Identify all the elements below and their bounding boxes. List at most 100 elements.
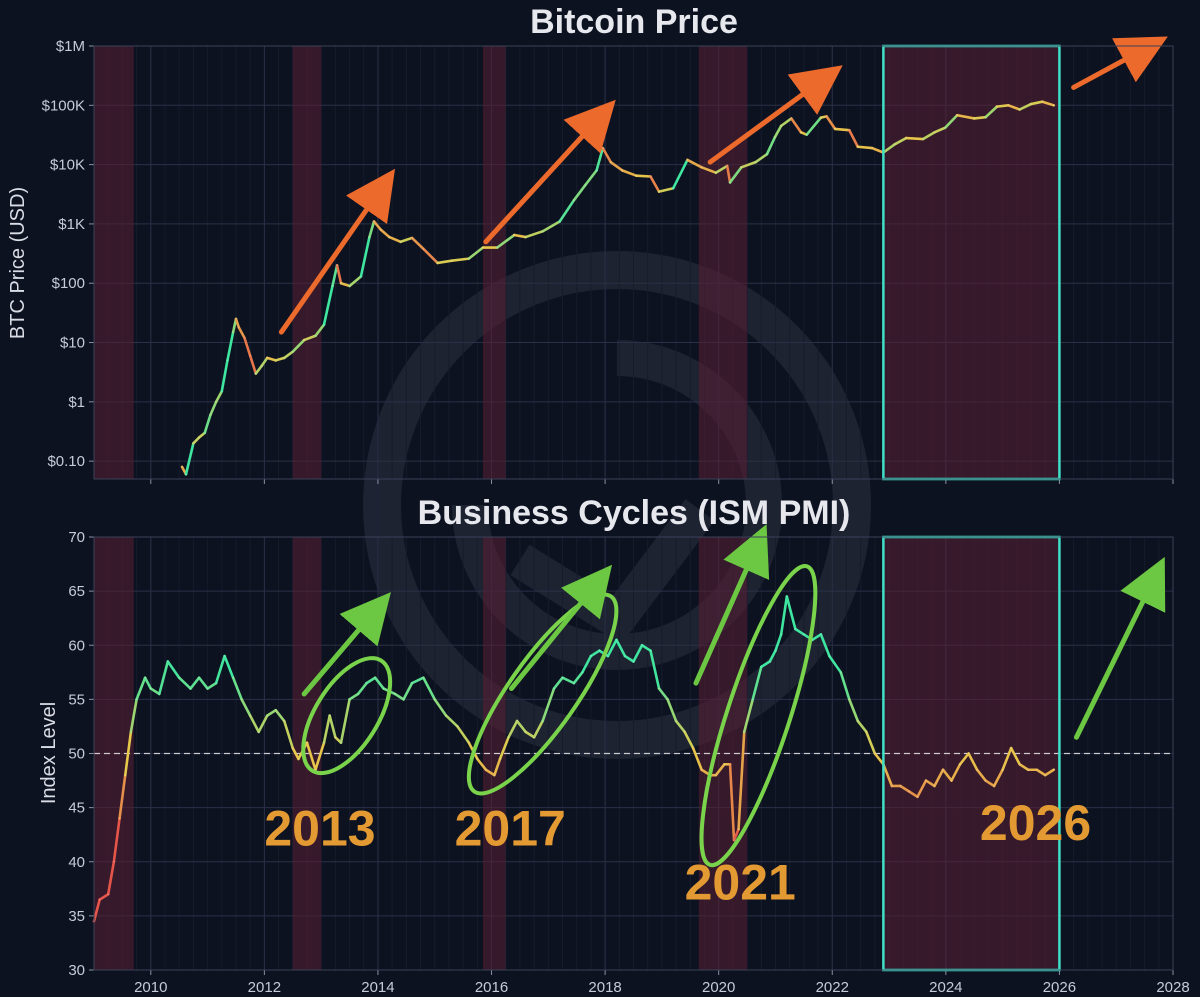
data-point: [641, 644, 643, 647]
data-point: [553, 687, 555, 690]
pmi-trend-arrows: [301, 524, 1166, 740]
data-point: [323, 323, 325, 326]
data-point: [98, 898, 101, 901]
bitcoin-chart-title: Bitcoin Price: [530, 3, 738, 41]
data-point: [181, 465, 183, 468]
line-segment: [524, 230, 544, 239]
trend-arrow: [693, 524, 770, 686]
line-segment: [773, 124, 783, 139]
line-segment: [728, 166, 743, 184]
data-point: [1035, 768, 1038, 771]
line-segment: [532, 719, 544, 739]
line-segment: [177, 676, 192, 690]
line-segment: [206, 681, 218, 690]
data-point: [220, 390, 223, 393]
x-tick-label: 2022: [816, 979, 849, 996]
data-point: [825, 115, 828, 118]
data-point: [624, 655, 626, 657]
line-segment: [882, 763, 894, 788]
data-point: [780, 124, 783, 127]
data-point: [112, 860, 115, 863]
line-segment: [899, 784, 911, 793]
y-tick-label: $1M: [56, 38, 85, 55]
data-point: [496, 246, 499, 249]
line-segment: [189, 676, 201, 690]
line-segment: [870, 146, 885, 154]
data-point: [365, 682, 368, 685]
data-point: [976, 768, 978, 771]
line-segment: [933, 768, 945, 788]
line-segment: [209, 400, 218, 417]
line-segment: [484, 768, 496, 777]
line-segment: [359, 235, 371, 278]
bitcoin-plot-frame: [93, 45, 1174, 480]
line-segment: [768, 649, 777, 663]
line-segment: [732, 827, 740, 842]
line-segment: [422, 247, 439, 265]
y-tick-label: 35: [68, 908, 85, 925]
line-segment: [893, 136, 908, 146]
data-point: [467, 257, 470, 260]
line-segment: [907, 790, 919, 799]
line-segment: [476, 757, 488, 772]
data-point: [621, 169, 624, 172]
year-annotation-2026: 2026: [980, 795, 1091, 851]
line-segment: [943, 113, 959, 129]
line-segment: [609, 160, 624, 172]
line-segment: [805, 116, 823, 136]
data-point: [135, 698, 138, 701]
data-point: [973, 117, 976, 120]
line-segment: [331, 264, 339, 288]
data-point: [820, 633, 822, 636]
data-point: [1010, 747, 1013, 749]
data-point: [714, 171, 717, 174]
line-segment: [972, 115, 987, 120]
line-segment: [1007, 104, 1021, 111]
line-segment: [257, 714, 269, 734]
line-segment: [372, 220, 383, 231]
line-segment: [450, 257, 471, 262]
data-point: [590, 655, 592, 657]
line-segment: [1018, 102, 1033, 111]
data-point: [348, 285, 351, 287]
data-point: [240, 698, 243, 701]
data-point: [805, 133, 808, 136]
data-point: [226, 359, 229, 362]
line-segment: [657, 687, 669, 701]
line-segment: [561, 676, 576, 685]
data-point: [572, 199, 575, 202]
line-segment: [975, 768, 987, 782]
data-point: [683, 730, 686, 733]
data-point: [1052, 104, 1055, 107]
line-segment: [725, 164, 732, 184]
line-segment: [237, 326, 246, 340]
data-point: [760, 666, 763, 668]
line-segment: [356, 681, 368, 696]
line-segment: [422, 676, 437, 701]
line-segment: [184, 441, 195, 476]
data-point: [433, 698, 436, 701]
data-point: [956, 114, 959, 117]
line-segment: [248, 354, 258, 375]
data-point: [780, 633, 783, 636]
data-point: [984, 116, 987, 119]
line-segment: [984, 105, 999, 119]
data-point: [306, 741, 308, 744]
shaded-period: [883, 537, 1060, 970]
line-segment: [649, 649, 661, 690]
line-segment: [291, 338, 306, 354]
data-point: [726, 165, 729, 167]
data-point: [601, 147, 604, 149]
x-tick-label: 2016: [475, 979, 508, 996]
line-segment: [811, 633, 823, 642]
data-point: [635, 174, 638, 177]
data-point: [839, 671, 842, 674]
data-point: [893, 143, 896, 146]
line-segment: [291, 746, 300, 761]
data-point: [266, 357, 269, 359]
data-point: [484, 768, 487, 771]
line-segment: [552, 676, 564, 690]
y-tick-label: $10K: [50, 157, 85, 174]
data-point: [331, 285, 334, 287]
line-segment: [967, 752, 979, 772]
